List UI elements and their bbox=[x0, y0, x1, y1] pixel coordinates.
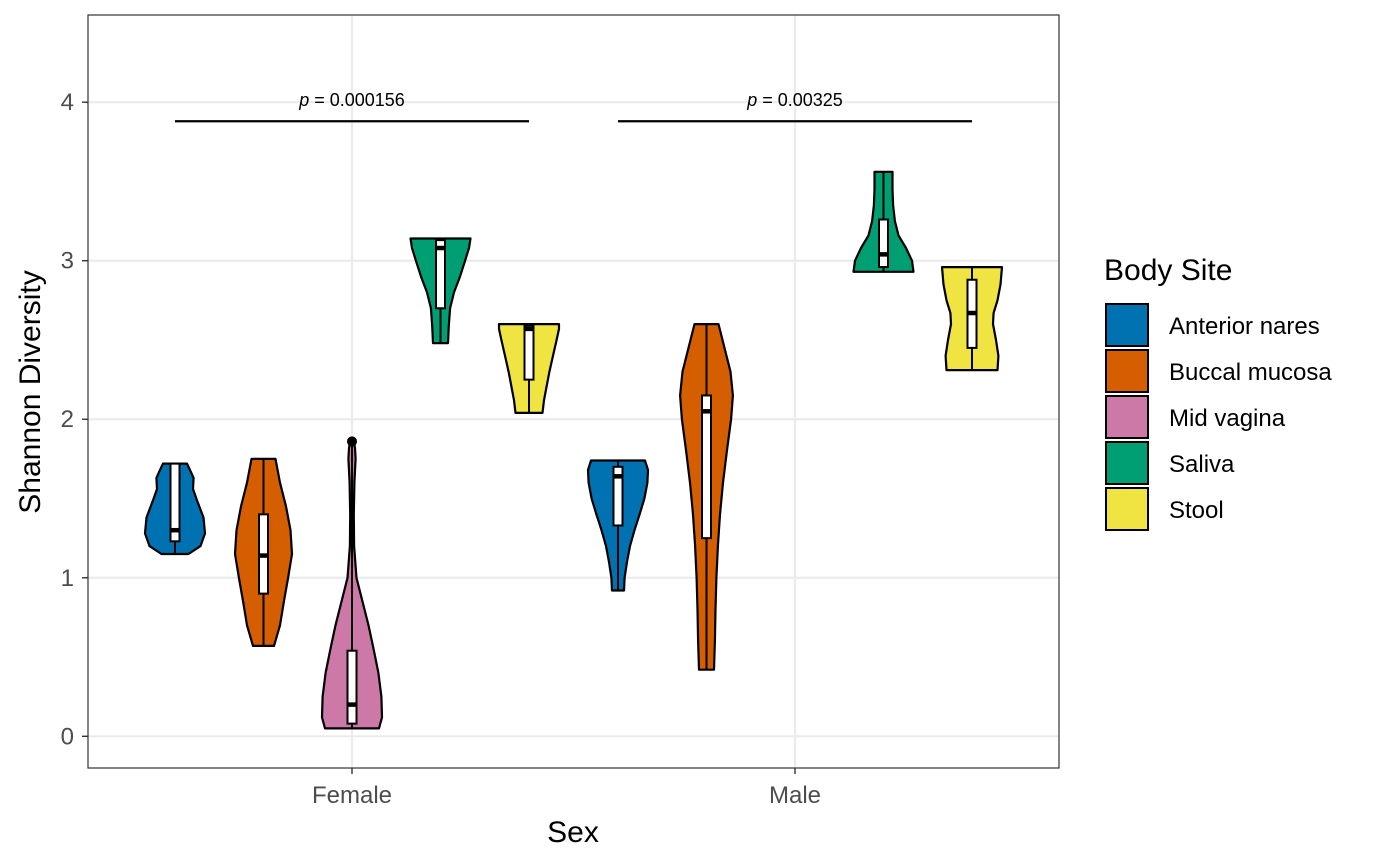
p-value-label: p = 0.00325 bbox=[746, 90, 843, 110]
boxplot-box bbox=[878, 218, 889, 269]
y-tick-label: 3 bbox=[61, 248, 74, 275]
plot-panel-border bbox=[87, 14, 1060, 769]
p-symbol: p bbox=[298, 90, 309, 110]
legend-key-mid-vagina bbox=[1105, 395, 1149, 439]
legend-label: Mid vagina bbox=[1169, 405, 1286, 432]
boxplot-box bbox=[169, 462, 181, 543]
boxplot-box bbox=[701, 394, 712, 540]
legend-key-buccal-mucosa bbox=[1105, 349, 1149, 393]
legend-label: Saliva bbox=[1169, 451, 1235, 478]
boxplot-box bbox=[523, 324, 535, 381]
boxplot-box bbox=[435, 239, 446, 310]
axes: 0 1 2 3 4 Female Male bbox=[61, 89, 821, 809]
x-tick-label: Female bbox=[312, 782, 392, 809]
legend-key-saliva bbox=[1105, 441, 1149, 485]
legend-key-stool bbox=[1105, 487, 1149, 531]
y-tick-label: 1 bbox=[61, 565, 74, 592]
boxplot-outlier bbox=[347, 436, 357, 447]
p-value-label: p = 0.000156 bbox=[298, 90, 405, 110]
violins bbox=[143, 170, 1004, 730]
y-tick-label: 2 bbox=[61, 406, 74, 433]
boxplot-box bbox=[346, 649, 358, 725]
legend-label: Buccal mucosa bbox=[1169, 359, 1332, 386]
legend-key-anterior-nares bbox=[1105, 303, 1149, 347]
boxplot-box bbox=[612, 465, 624, 527]
legend-label: Anterior nares bbox=[1169, 313, 1320, 340]
x-tick-label: Male bbox=[769, 782, 821, 809]
p-symbol: p bbox=[746, 90, 757, 110]
legend-title: Body Site bbox=[1104, 254, 1232, 287]
y-tick-label: 4 bbox=[61, 89, 74, 116]
y-axis-title: Shannon Diversity bbox=[14, 270, 47, 513]
legend-label: Stool bbox=[1169, 497, 1224, 524]
significance-annotations: p = 0.000156 p = 0.00325 bbox=[175, 90, 972, 123]
p-value: = 0.000156 bbox=[309, 90, 405, 110]
p-value: = 0.00325 bbox=[757, 90, 843, 110]
legend: Body Site Anterior nares Buccal mucosa Mid… bbox=[1104, 254, 1332, 531]
x-axis-title: Sex bbox=[547, 816, 599, 849]
y-tick-label: 0 bbox=[61, 723, 74, 750]
